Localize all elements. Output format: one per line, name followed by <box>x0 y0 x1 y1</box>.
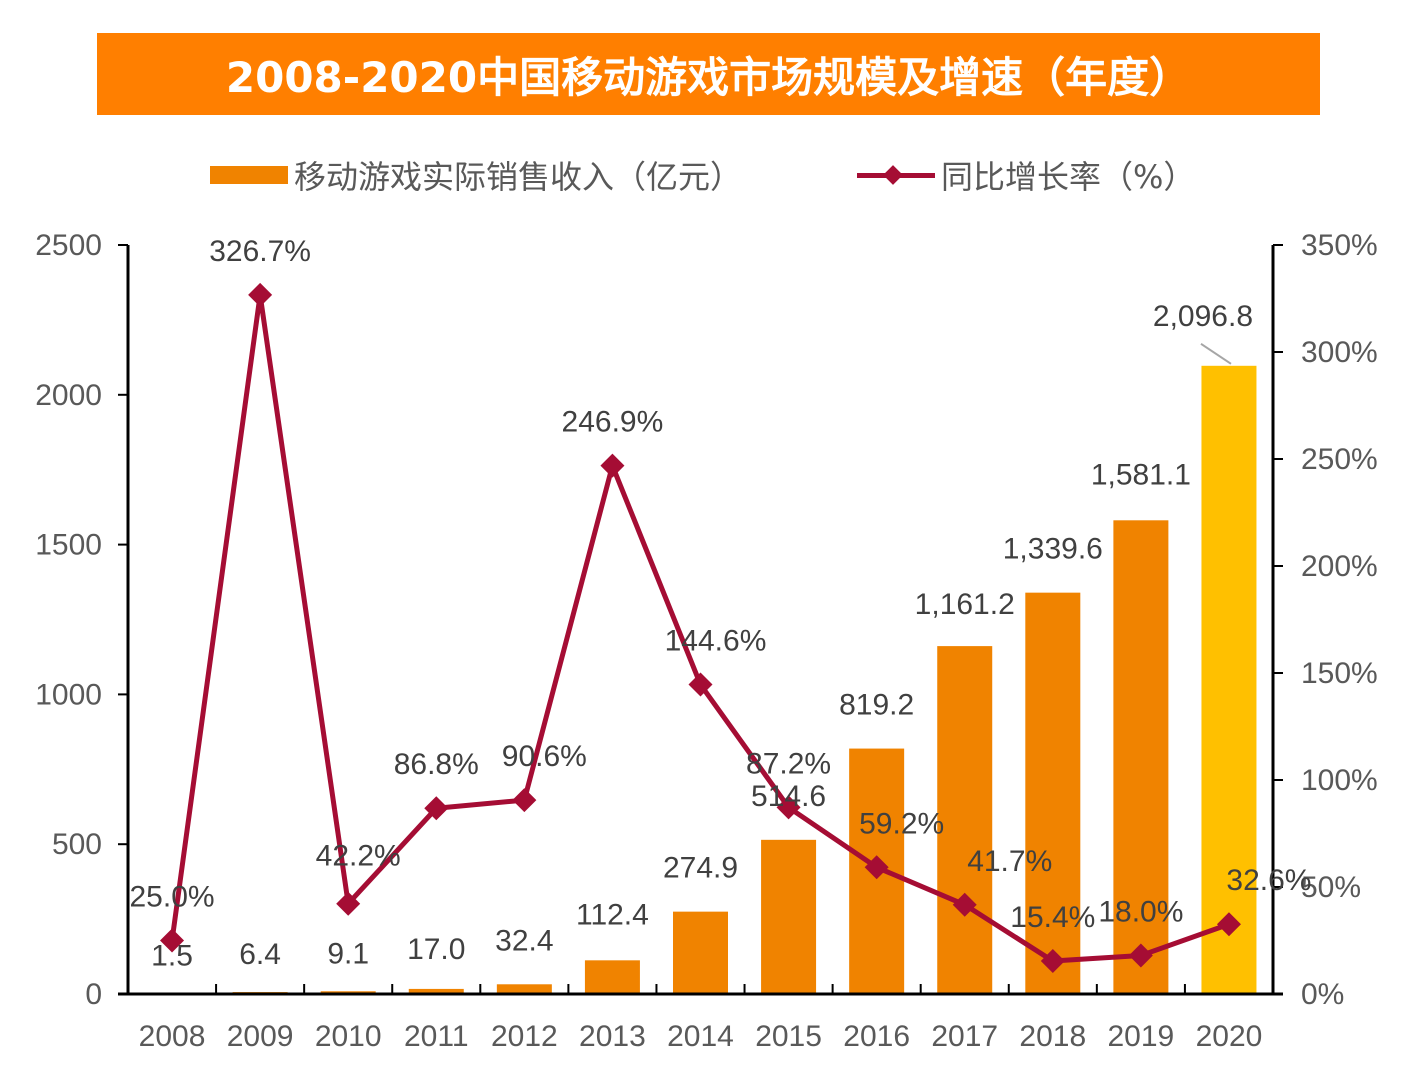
growth-value-label-2008: 25.0% <box>129 881 214 914</box>
legend: 移动游戏实际销售收入（亿元） 同比增长率（%） <box>0 150 1401 200</box>
bar-value-label-2011: 17.0 <box>407 933 465 966</box>
growth-marker-2009 <box>248 282 273 307</box>
growth-marker-2014 <box>688 672 713 697</box>
x-tick-label-2009: 2009 <box>227 1020 294 1053</box>
growth-value-label-2018: 15.4% <box>1010 901 1095 934</box>
chart-title: 2008-2020中国移动游戏市场规模及增速（年度） <box>225 52 1192 102</box>
left-tick-label: 1000 <box>35 678 102 711</box>
bar-value-label-2017: 1,161.2 <box>915 588 1015 621</box>
bar-value-label-2008: 1.5 <box>151 940 193 973</box>
bar-value-label-2009: 6.4 <box>239 938 281 971</box>
legend-label-revenue: 移动游戏实际销售收入（亿元） <box>294 158 743 196</box>
bar-value-label-2020: 2,096.8 <box>1153 300 1253 333</box>
labels-layer: 1.5 6.4 9.1 17.0 32.4 112.4 274.9 514.6 819.2 1,1… <box>129 235 1311 973</box>
right-tick-label: 250% <box>1301 443 1378 476</box>
growth-value-label-2011: 86.8% <box>394 748 479 781</box>
legend-label-growth: 同比增长率（%） <box>941 158 1196 196</box>
growth-marker-2015 <box>776 795 801 820</box>
x-tick-label-2019: 2019 <box>1108 1020 1175 1053</box>
growth-value-label-2020: 32.6% <box>1226 864 1311 897</box>
bar-2017 <box>937 646 993 994</box>
x-tick-label-2018: 2018 <box>1019 1020 1086 1053</box>
bar-value-label-2012: 32.4 <box>495 924 553 957</box>
bar-2019 <box>1113 520 1169 994</box>
left-tick-label: 2500 <box>35 229 102 262</box>
growth-value-label-2014: 144.6% <box>665 625 767 658</box>
bar-2013 <box>584 960 640 994</box>
growth-marker-2020 <box>1216 912 1241 937</box>
left-tick-label: 500 <box>52 828 102 861</box>
right-tick-label: 0% <box>1301 978 1344 1011</box>
x-tick-label-2020: 2020 <box>1196 1020 1263 1053</box>
axes-layer: 0 500 1000 1500 2000 2500 0% 50% 100% 150% 200% 250… <box>35 229 1377 1053</box>
growth-marker-2018 <box>1040 949 1065 974</box>
x-tick-label-2010: 2010 <box>315 1020 382 1053</box>
bar-2012 <box>496 984 552 994</box>
growth-value-label-2009: 326.7% <box>209 235 311 268</box>
right-tick-label: 300% <box>1301 336 1378 369</box>
bar-2018 <box>1025 592 1081 994</box>
bar-2011 <box>408 988 464 994</box>
x-tick-label-2008: 2008 <box>139 1020 206 1053</box>
growth-marker-2012 <box>512 788 537 813</box>
x-tick-label-2013: 2013 <box>579 1020 646 1053</box>
x-tick-label-2015: 2015 <box>755 1020 822 1053</box>
bar-2014 <box>673 911 728 994</box>
growth-marker-2013 <box>600 453 625 478</box>
growth-marker-2019 <box>1128 943 1153 968</box>
bar-value-label-2018: 1,339.6 <box>1003 533 1103 566</box>
growth-marker-2010 <box>336 891 361 916</box>
growth-value-label-2013: 246.9% <box>562 406 664 439</box>
line-layer <box>160 282 1241 974</box>
growth-value-label-2019: 18.0% <box>1098 895 1183 928</box>
growth-value-label-2012: 90.6% <box>502 740 587 773</box>
x-tick-label-2011: 2011 <box>404 1020 469 1053</box>
legend-item-revenue: 移动游戏实际销售收入（亿元） <box>210 150 742 200</box>
legend-bar-swatch-icon <box>210 166 288 184</box>
bar-value-label-2016: 819.2 <box>839 689 914 722</box>
x-tick-label-2016: 2016 <box>843 1020 910 1053</box>
left-tick-label: 0 <box>85 978 102 1011</box>
bar-value-label-2019: 1,581.1 <box>1091 458 1191 491</box>
growth-value-label-2010: 42.2% <box>316 840 401 873</box>
bar-value-label-2014: 274.9 <box>663 852 738 885</box>
x-tick-label-2012: 2012 <box>491 1020 558 1053</box>
bar-value-label-2010: 9.1 <box>327 937 369 970</box>
right-tick-label: 150% <box>1301 657 1378 690</box>
legend-item-growth: 同比增长率（%） <box>857 150 1195 200</box>
bar-2015 <box>761 839 817 994</box>
right-tick-label: 50% <box>1301 871 1361 904</box>
growth-value-label-2016: 59.2% <box>859 807 944 840</box>
bar-value-label-2015: 514.6 <box>751 780 826 813</box>
left-tick-label: 2000 <box>35 379 102 412</box>
label-leader-line <box>1200 342 1232 365</box>
growth-value-label-2017: 41.7% <box>967 845 1052 878</box>
right-tick-label: 350% <box>1301 229 1378 262</box>
left-tick-label: 1500 <box>35 529 102 562</box>
x-tick-label-2017: 2017 <box>931 1020 998 1053</box>
growth-value-label-2015: 87.2% <box>746 747 831 780</box>
chart-title-banner: 2008-2020中国移动游戏市场规模及增速（年度） <box>97 33 1320 115</box>
growth-marker-2016 <box>864 855 889 880</box>
right-tick-label: 200% <box>1301 550 1378 583</box>
x-tick-label-2014: 2014 <box>667 1020 734 1053</box>
bar-2020 <box>1201 365 1257 994</box>
growth-marker-2017 <box>952 892 977 917</box>
growth-marker-2011 <box>424 796 449 821</box>
growth-marker-2008 <box>160 928 185 953</box>
bar-value-label-2013: 112.4 <box>576 898 649 931</box>
right-tick-label: 100% <box>1301 764 1378 797</box>
legend-line-diamond-icon <box>857 165 935 185</box>
